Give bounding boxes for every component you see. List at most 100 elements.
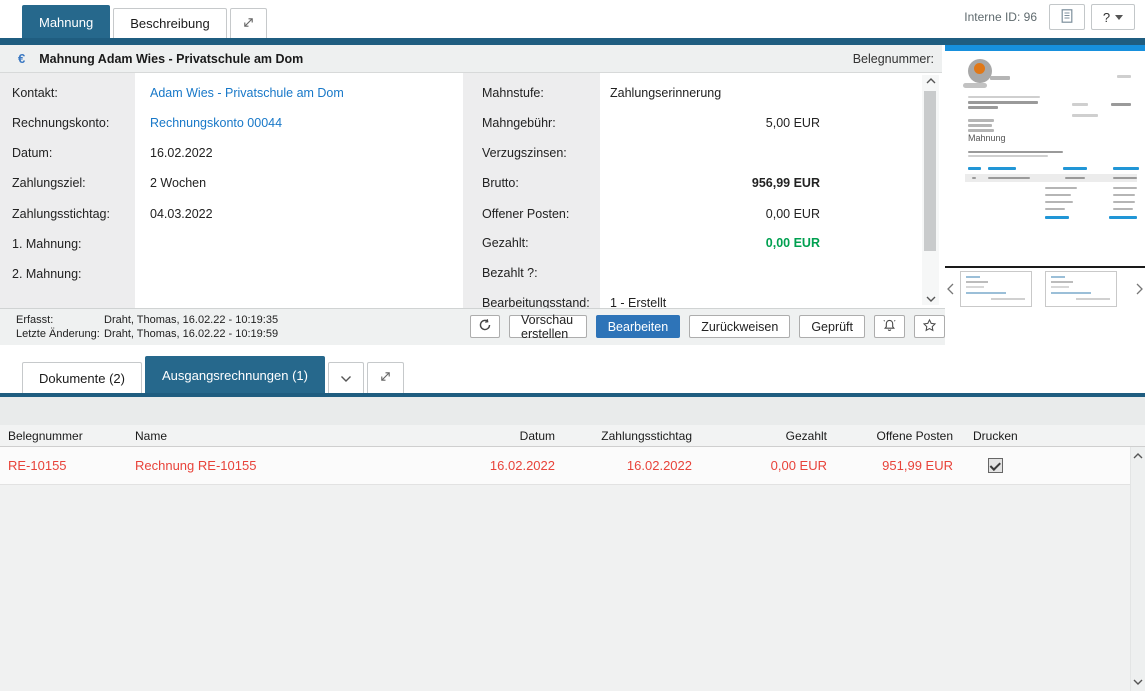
notes-button[interactable] (1049, 4, 1085, 30)
field-label: 2. Mahnung: (12, 267, 82, 281)
preview-line (990, 76, 1010, 80)
form-scrollbar[interactable] (922, 75, 939, 305)
expand-icon (242, 16, 255, 32)
record-tabs: Mahnung Beschreibung (22, 5, 270, 38)
mahnung-form: Kontakt: Adam Wies - Privatschule am Dom… (0, 73, 942, 310)
field-rechnungskonto: Rechnungskonto: Rechnungskonto 00044 (0, 113, 460, 133)
preview-table-header (968, 167, 981, 170)
favorite-button[interactable] (914, 315, 945, 338)
reminder-button[interactable] (874, 315, 905, 338)
refresh-icon (478, 318, 492, 335)
more-tabs-button[interactable] (327, 362, 364, 393)
field-value: 956,99 EUR (751, 176, 820, 190)
page-thumbnail[interactable] (1045, 271, 1117, 307)
field-offener-posten: Offener Posten: 0,00 EUR (0, 204, 920, 224)
label-column-right (463, 73, 600, 308)
help-button[interactable]: ? (1091, 4, 1135, 30)
preview-page[interactable]: Mahnung (945, 51, 1145, 266)
field-value: 5,00 EUR (765, 116, 820, 130)
euro-icon: € (18, 51, 26, 66)
thumbnails-prev-icon[interactable] (947, 282, 954, 300)
field-label: Gezahlt: (482, 236, 529, 250)
tab-beschreibung[interactable]: Beschreibung (113, 8, 227, 38)
page-thumbnail[interactable] (960, 271, 1032, 307)
preview-table-row (965, 174, 1137, 182)
row-offene-posten: 951,99 EUR (882, 458, 953, 473)
row-zahlungsstichtag: 16.02.2022 (626, 458, 692, 473)
zurueckweisen-button[interactable]: Zurückweisen (689, 315, 791, 338)
field-zweite-mahnung: 2. Mahnung: (0, 264, 460, 284)
field-label: Brutto: (482, 176, 519, 190)
column-belegnummer: Belegnummer (8, 428, 83, 443)
scroll-up-icon[interactable] (922, 78, 939, 84)
action-buttons: Vorschau erstellen Bearbeiten Zurückweis… (470, 313, 945, 341)
top-tab-bar: Mahnung Beschreibung Interne ID: 96 ? (0, 0, 1145, 38)
preview-line (1113, 187, 1137, 189)
field-value: 1 - Erstellt (610, 296, 667, 310)
field-mahnstufe: Mahnstufe: Zahlungserinnerung (0, 83, 920, 103)
field-erste-mahnung: 1. Mahnung: (0, 234, 460, 254)
preview-line (968, 151, 1063, 153)
erfasst-label: Erfasst: (16, 314, 54, 326)
detail-expand-button[interactable] (366, 362, 404, 393)
letzte-aenderung-label: Letzte Änderung: (16, 328, 100, 340)
field-value: 2 Wochen (150, 176, 207, 190)
row-name-link[interactable]: Rechnung RE-10155 (135, 458, 257, 473)
preview-table-header (1063, 167, 1087, 170)
field-label: Offener Posten: (482, 207, 570, 221)
scroll-up-icon[interactable] (1131, 453, 1145, 459)
scroll-down-icon[interactable] (1131, 679, 1145, 685)
interne-id-label: Interne ID: 96 (964, 10, 1037, 24)
column-offene-posten: Offene Posten (876, 428, 954, 443)
preview-line (1072, 114, 1098, 117)
drucken-checkbox[interactable] (988, 458, 1003, 473)
scroll-down-icon[interactable] (922, 296, 939, 302)
preview-line (1065, 177, 1085, 179)
scrollbar-thumb[interactable] (924, 91, 936, 251)
field-label: Mahngebühr: (482, 116, 556, 130)
field-zahlungsstichtag: Zahlungsstichtag: 04.03.2022 (0, 204, 460, 224)
audit-info: Erfasst: Draht, Thomas, 16.02.22 - 10:19:… (16, 313, 278, 341)
record-header: € Mahnung Adam Wies - Privatschule am Do… (0, 45, 942, 73)
preview-line (1113, 194, 1135, 196)
invoice-table-row[interactable]: RE-10155 Rechnung RE-10155 16.02.2022 16… (0, 447, 1130, 485)
refresh-button[interactable] (470, 315, 500, 338)
tab-expand-button[interactable] (229, 8, 267, 38)
field-label: Bezahlt ?: (482, 266, 538, 280)
column-drucken: Drucken (973, 428, 1018, 443)
rechnungskonto-link[interactable]: Rechnungskonto 00044 (150, 116, 283, 130)
bearbeiten-button[interactable]: Bearbeiten (595, 315, 681, 338)
vorschau-erstellen-button[interactable]: Vorschau erstellen (509, 313, 587, 341)
kontakt-link[interactable]: Adam Wies - Privatschule am Dom (150, 86, 344, 100)
preview-line (968, 106, 998, 109)
thumbnail-strip (945, 268, 1145, 310)
field-datum: Datum: 16.02.2022 (0, 143, 460, 163)
belegnummer-label: Belegnummer: (852, 51, 934, 66)
company-logo (968, 59, 992, 83)
table-scrollbar[interactable] (1130, 447, 1145, 691)
letzte-aenderung-value: Draht, Thomas, 16.02.22 - 10:19:59 (104, 328, 279, 340)
field-label: Zahlungsstichtag: (12, 207, 110, 221)
field-brutto: Brutto: 956,99 EUR (0, 173, 920, 193)
tab-mahnung[interactable]: Mahnung (22, 5, 111, 38)
preview-divider (945, 266, 1145, 268)
invoice-table-header: Belegnummer Name Datum Zahlungsstichtag … (0, 425, 1145, 447)
preview-line (1045, 201, 1073, 203)
thumbnails-next-icon[interactable] (1136, 282, 1143, 300)
detail-tabs: Dokumente (2) Ausgangsrechnungen (1) (22, 356, 407, 393)
field-gezahlt: Gezahlt: 0,00 EUR (0, 233, 920, 253)
field-bearbeitungsstand: Bearbeitungsstand: 1 - Erstellt (0, 293, 920, 313)
geprueft-button[interactable]: Geprüft (799, 315, 865, 338)
bottom-tab-bar: Dokumente (2) Ausgangsrechnungen (1) (0, 352, 1145, 393)
tab-ausgangsrechnungen[interactable]: Ausgangsrechnungen (1) (144, 356, 325, 393)
company-logo-swash (963, 83, 987, 88)
detail-accent-bar (0, 393, 1145, 397)
preview-line (1111, 103, 1131, 106)
expand-icon (379, 370, 392, 386)
preview-line (968, 119, 994, 122)
preview-line (968, 96, 1040, 98)
record-title: Mahnung Adam Wies - Privatschule am Dom (39, 51, 304, 66)
tab-dokumente[interactable]: Dokumente (2) (22, 362, 142, 393)
preview-table-header (1113, 167, 1139, 170)
row-belegnummer-link[interactable]: RE-10155 (8, 458, 67, 473)
